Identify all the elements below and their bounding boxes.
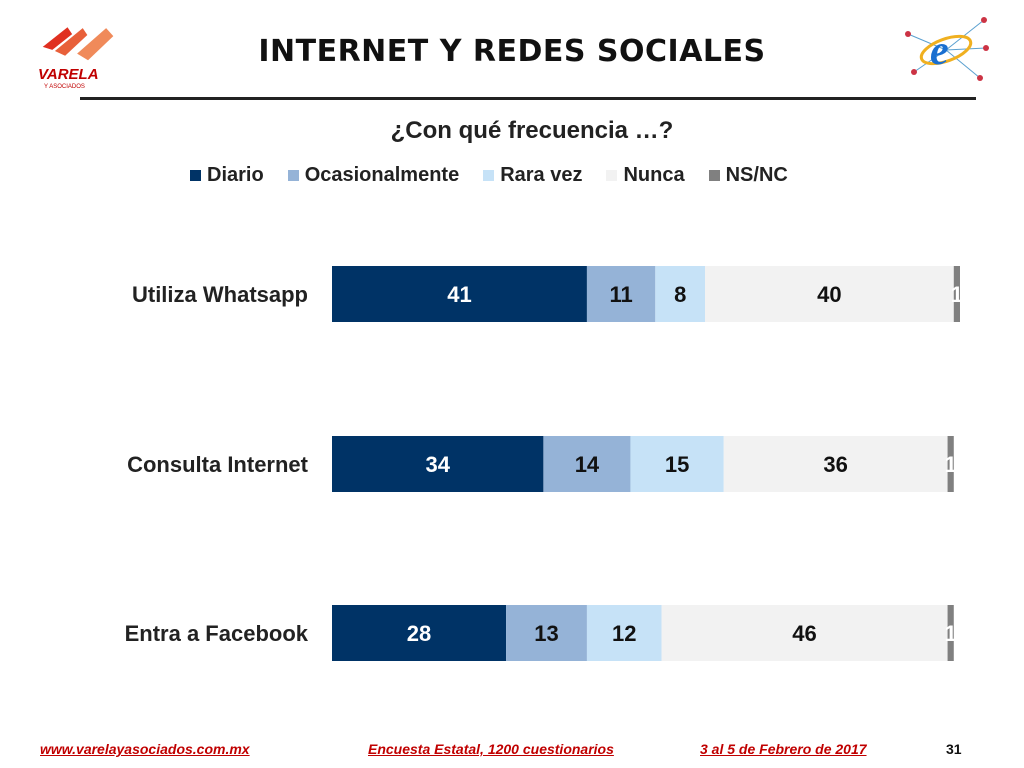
logo-subtext: Y ASOCIADOS xyxy=(44,84,85,90)
bar-segment xyxy=(655,266,706,322)
legend-item-rara-vez: Rara vez xyxy=(483,164,582,187)
svg-text:e: e xyxy=(930,28,949,74)
data-label: 28 xyxy=(407,621,431,646)
data-label: 1 xyxy=(945,452,957,477)
data-label: 13 xyxy=(534,621,558,646)
chart-title: ¿Con qué frecuencia …? xyxy=(390,117,674,144)
bar-segment xyxy=(586,266,656,322)
category-label: Consulta Internet xyxy=(127,452,309,477)
legend-swatch xyxy=(287,170,299,181)
data-label: 41 xyxy=(447,282,471,307)
bar-segment xyxy=(947,605,954,661)
data-label: 14 xyxy=(575,452,600,477)
legend-item-nunca: Nunca xyxy=(606,164,685,187)
title-divider xyxy=(80,97,976,100)
legend-label: Ocasionalmente xyxy=(304,164,460,186)
legend-item-diario: Diario xyxy=(190,164,264,187)
page-number: 31 xyxy=(946,741,962,757)
internet-explorer-icon: e xyxy=(905,17,989,81)
legend-label: Rara vez xyxy=(500,164,583,186)
bar-segment xyxy=(947,436,954,492)
bar-segment xyxy=(332,266,587,322)
legend-swatch xyxy=(606,170,618,181)
data-label: 1 xyxy=(945,621,957,646)
legend-swatch xyxy=(483,170,495,181)
bar-segment xyxy=(332,436,544,492)
bar-segment xyxy=(506,605,587,661)
legend-swatch xyxy=(190,170,201,181)
bar-segment xyxy=(586,605,662,661)
bar-segment xyxy=(705,266,954,322)
category-label: Utiliza Whatsapp xyxy=(132,282,308,307)
legend-label: NS/NC xyxy=(725,164,788,186)
bar-segment xyxy=(332,605,507,661)
logo-text: VARELA xyxy=(38,66,99,83)
bar-segment xyxy=(543,436,631,492)
data-label: 11 xyxy=(609,282,632,307)
footer-survey-info: Encuesta Estatal, 1200 cuestionarios xyxy=(368,741,614,757)
data-label: 1 xyxy=(951,282,963,307)
data-label: 12 xyxy=(612,621,636,646)
legend-item-nsnc: NS/NC xyxy=(708,164,788,187)
footer-website-link[interactable]: www.varelayasociados.com.mx xyxy=(40,741,250,757)
data-label: 8 xyxy=(674,282,686,307)
bar-segment xyxy=(723,436,948,492)
legend-item-ocasionalmente: Ocasionalmente xyxy=(287,164,460,187)
category-label: Entra a Facebook xyxy=(125,621,309,646)
legend-label: Diario xyxy=(207,164,264,186)
legend-label: Nunca xyxy=(623,164,685,186)
bar-segment xyxy=(953,266,960,322)
bar-segment xyxy=(630,436,724,492)
data-label: 15 xyxy=(665,452,689,477)
legend-swatch xyxy=(708,170,720,181)
bar-segment xyxy=(661,605,948,661)
varela-logo: VARELA Y ASOCIADOS xyxy=(38,27,114,90)
page-title: INTERNET Y REDES SOCIALES xyxy=(258,34,766,69)
data-label: 34 xyxy=(425,452,450,477)
data-label: 36 xyxy=(823,452,847,477)
data-label: 46 xyxy=(792,621,816,646)
chart-legend: Diario Ocasionalmente Rara vez Nunca NS/… xyxy=(190,164,812,187)
data-label: 40 xyxy=(817,282,841,307)
footer-date: 3 al 5 de Febrero de 2017 xyxy=(700,741,867,757)
